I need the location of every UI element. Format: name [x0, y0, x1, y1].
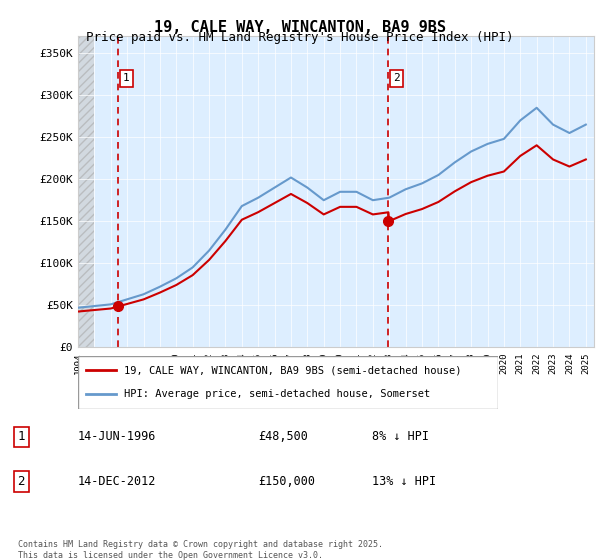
Bar: [78, 36, 94, 347]
Text: 14-DEC-2012: 14-DEC-2012: [78, 475, 157, 488]
Text: 19, CALE WAY, WINCANTON, BA9 9BS (semi-detached house): 19, CALE WAY, WINCANTON, BA9 9BS (semi-d…: [124, 366, 462, 376]
FancyBboxPatch shape: [78, 356, 498, 409]
Text: 1: 1: [17, 430, 25, 444]
Text: HPI: Average price, semi-detached house, Somerset: HPI: Average price, semi-detached house,…: [124, 389, 430, 399]
Text: £48,500: £48,500: [258, 430, 308, 444]
Text: 2: 2: [17, 475, 25, 488]
Text: 1: 1: [123, 73, 130, 83]
Text: 14-JUN-1996: 14-JUN-1996: [78, 430, 157, 444]
Text: 8% ↓ HPI: 8% ↓ HPI: [372, 430, 429, 444]
Text: 19, CALE WAY, WINCANTON, BA9 9BS: 19, CALE WAY, WINCANTON, BA9 9BS: [154, 20, 446, 35]
Text: 2: 2: [394, 73, 400, 83]
Text: Price paid vs. HM Land Registry's House Price Index (HPI): Price paid vs. HM Land Registry's House …: [86, 31, 514, 44]
Text: 13% ↓ HPI: 13% ↓ HPI: [372, 475, 436, 488]
Text: Contains HM Land Registry data © Crown copyright and database right 2025.
This d: Contains HM Land Registry data © Crown c…: [18, 540, 383, 560]
Text: £150,000: £150,000: [258, 475, 315, 488]
